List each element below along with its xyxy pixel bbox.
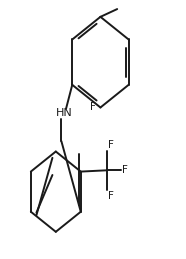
- Text: F: F: [90, 103, 96, 112]
- Text: HN: HN: [56, 108, 73, 118]
- Text: F: F: [108, 191, 114, 201]
- Text: F: F: [122, 165, 128, 175]
- Text: F: F: [108, 140, 114, 150]
